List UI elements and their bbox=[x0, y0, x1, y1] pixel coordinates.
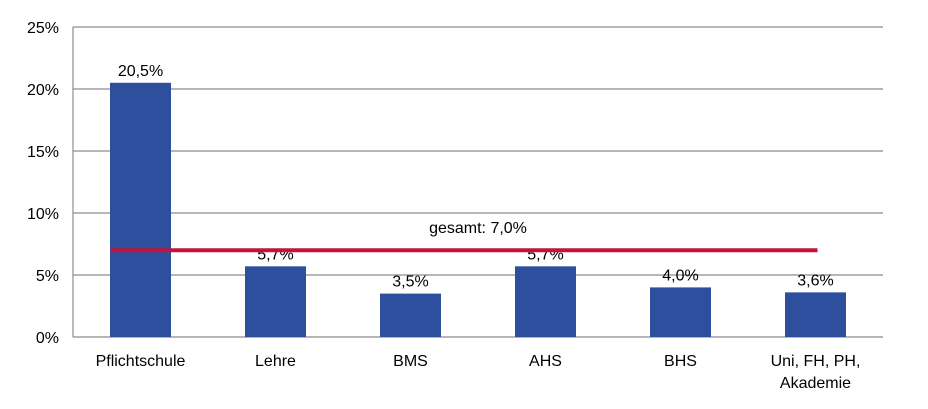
reference-line-label: gesamt: 7,0% bbox=[429, 220, 527, 237]
bar bbox=[650, 287, 711, 337]
y-tick-label: 5% bbox=[36, 268, 59, 285]
category-label: Akademie bbox=[780, 375, 851, 392]
data-label: 3,6% bbox=[797, 272, 833, 289]
bar bbox=[110, 82, 171, 337]
category-label: Lehre bbox=[255, 353, 296, 370]
bar bbox=[785, 292, 846, 337]
y-tick-label: 20% bbox=[27, 82, 59, 99]
data-labels: 20,5%5,7%3,5%5,7%4,0% 3,6% bbox=[118, 63, 834, 291]
y-tick-label: 15% bbox=[27, 144, 59, 161]
category-labels: Pflichtschule Lehre BMS AHS BHS Uni, FH, PH, A… bbox=[96, 353, 861, 392]
y-axis-ticks: 0% 5% 10% 15% 20% 25% bbox=[27, 20, 59, 347]
data-label: 4,0% bbox=[662, 267, 698, 284]
bar bbox=[245, 266, 306, 337]
bar bbox=[380, 293, 441, 337]
y-tick-label: 25% bbox=[27, 20, 59, 37]
data-label: 20,5% bbox=[118, 63, 163, 80]
bar bbox=[515, 266, 576, 337]
data-label: 3,5% bbox=[392, 274, 428, 291]
y-tick-label: 0% bbox=[36, 330, 59, 347]
reference-line-group: gesamt: 7,0% bbox=[110, 220, 818, 253]
category-label: BMS bbox=[393, 353, 428, 370]
category-label: BHS bbox=[664, 353, 697, 370]
grid-lines bbox=[72, 26, 883, 338]
category-label: Uni, FH, PH, bbox=[771, 353, 861, 370]
bars bbox=[110, 82, 846, 337]
category-label: Pflichtschule bbox=[96, 353, 186, 370]
category-label: AHS bbox=[529, 353, 562, 370]
y-tick-label: 10% bbox=[27, 206, 59, 223]
